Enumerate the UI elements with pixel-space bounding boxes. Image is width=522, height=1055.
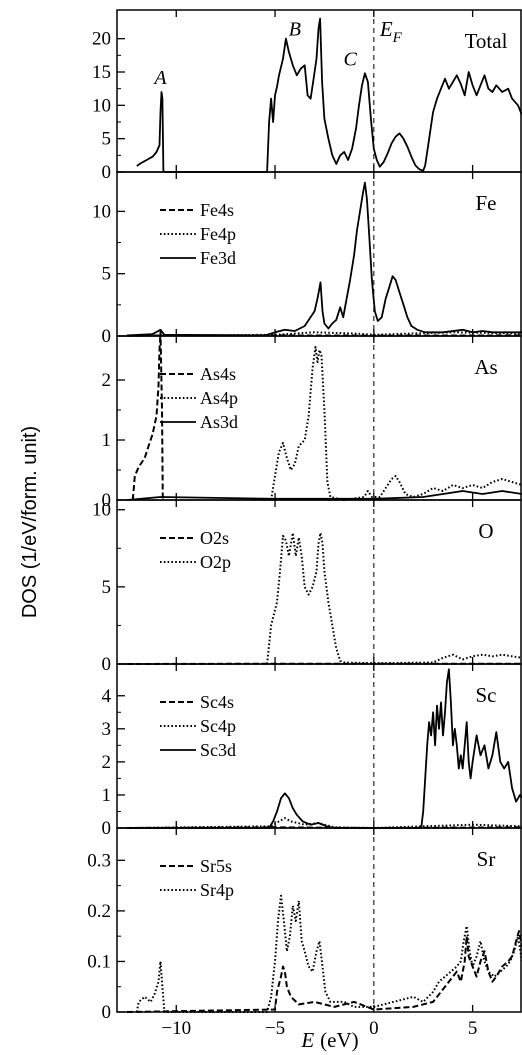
legend-label: Sr5s (200, 856, 232, 876)
legend-label: O2s (200, 528, 229, 548)
series-line-as4p (270, 346, 522, 501)
series-line-as4s (131, 331, 164, 501)
y-tick-label: 2 (102, 370, 112, 391)
y-tick-label: 3 (102, 719, 112, 740)
series-line-o2p (266, 531, 522, 665)
y-tick-label: 5 (102, 129, 112, 150)
panel-as: 0 1 2 As4s As4p As3d As (102, 331, 522, 511)
y-tick-label: 0.2 (87, 901, 111, 922)
y-tick-label: 0 (102, 1002, 112, 1023)
legend-label: Fe4p (200, 224, 236, 244)
x-tick-label: 5 (468, 1018, 478, 1039)
y-tick-label: 10 (92, 500, 111, 521)
fermi-label-subscript: F (392, 30, 403, 46)
y-tick-label: 5 (102, 264, 112, 285)
legend-label: Sc4p (200, 716, 236, 736)
legend-label: Sc3d (200, 740, 236, 760)
legend-label: Fe3d (200, 248, 236, 268)
y-tick-label: 0 (102, 490, 112, 511)
y-tick-label: 4 (102, 686, 112, 707)
x-tick-label: −5 (265, 1018, 285, 1039)
panel-sc: 0 1 2 3 4 Sc4s Sc4p Sc3d Sc (102, 663, 522, 839)
panel-frame (116, 827, 522, 1013)
panel-frame (116, 499, 522, 665)
peak-label: C (343, 48, 357, 70)
y-tick-label: 0.1 (87, 951, 111, 972)
x-axis-symbol: E (300, 1028, 314, 1052)
legend-label: Sr4p (200, 880, 234, 900)
series-line-fe3d (126, 181, 522, 337)
y-tick-label: 15 (92, 62, 111, 83)
series-line-as3d (126, 490, 522, 501)
y-tick-label: 10 (92, 201, 111, 222)
panel-frame (116, 663, 522, 829)
y-tick-label: 0 (102, 326, 112, 347)
y-tick-label: 5 (102, 577, 112, 598)
y-axis-label: DOS (1/eV/form. unit) (19, 426, 41, 618)
legend-label: As3d (200, 412, 238, 432)
panel-label: Fe (476, 191, 497, 215)
x-axis-label: E (eV) (300, 1028, 358, 1052)
panel-o: 0 5 10 O2s O2p O (92, 499, 522, 675)
series-line-sc3d (126, 668, 522, 829)
panel-fe: 0 5 10 Fe4s Fe4p Fe3d Fe (92, 171, 522, 347)
fermi-label-symbol: E (379, 17, 393, 41)
y-tick-label: 1 (102, 785, 112, 806)
y-tick-label: 0 (102, 162, 112, 183)
legend-label: Sc4s (200, 692, 234, 712)
panel-label: Sr (477, 847, 496, 871)
panel-label: Total (465, 29, 508, 53)
x-tick-label: 0 (369, 1018, 379, 1039)
panel-label: As (474, 355, 497, 379)
legend-label: Fe4s (200, 200, 234, 220)
y-tick-label: 10 (92, 95, 111, 116)
legend-label: O2p (200, 552, 231, 572)
panel-label: Sc (476, 683, 497, 707)
series-line-sc4p (126, 817, 522, 829)
y-tick-label: 1 (102, 430, 112, 451)
x-axis-unit: (eV) (320, 1028, 358, 1052)
x-tick-label: −10 (161, 1018, 191, 1039)
legend-label: As4s (200, 364, 236, 384)
panel-frame (116, 171, 522, 337)
y-tick-label: 0.3 (87, 850, 111, 871)
fermi-label: EF (379, 17, 403, 46)
y-tick-label: 0 (102, 654, 112, 675)
series-line-sr5s (126, 930, 522, 1013)
legend-label: As4p (200, 388, 238, 408)
y-tick-label: 0 (102, 818, 112, 839)
peak-label: B (289, 18, 301, 40)
y-tick-label: 20 (92, 29, 111, 50)
series-line-sr4p (135, 894, 522, 1013)
panel-sr: 0 0.1 0.2 0.3 Sr5s Sr4p Sr (87, 827, 522, 1023)
panel-label: O (478, 519, 493, 543)
series-line-total (136, 17, 522, 173)
peak-label: A (152, 67, 167, 89)
panel-frame (116, 335, 522, 501)
y-tick-label: 2 (102, 752, 112, 773)
